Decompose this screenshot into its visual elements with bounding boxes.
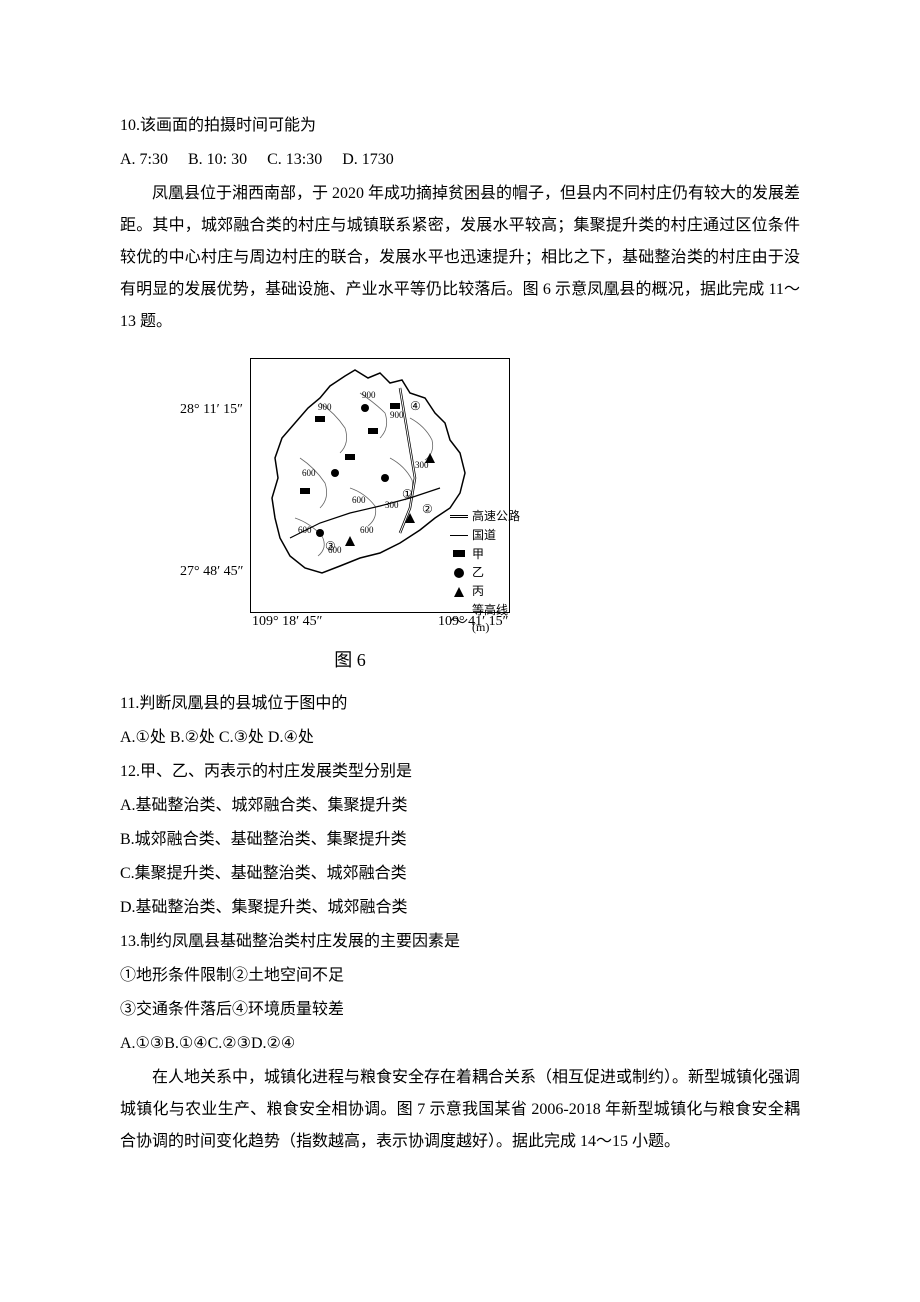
map-label-600c: 600	[298, 525, 312, 535]
q13-cond1: ①地形条件限制②土地空间不足	[120, 960, 800, 992]
yi-marker	[331, 469, 339, 477]
q12-opt-b: B.城郊融合类、基础整治类、集聚提升类	[120, 824, 800, 856]
jia-marker-2	[345, 454, 355, 460]
q13-options: A.①③B.①④C.②③D.②④	[120, 1028, 800, 1060]
map-label-300b: 300	[385, 500, 399, 510]
legend-yi-label: 乙	[472, 564, 484, 581]
legend-contour: 等高线(m)	[450, 602, 520, 636]
bing-marker-2	[345, 536, 355, 546]
map-label-900b: 900	[362, 390, 376, 400]
map-container: 28° 11′ 15″ 27° 48′ 45″ 109° 18′ 45″ 109…	[180, 358, 520, 638]
map-label-900c: 900	[390, 410, 404, 420]
yi-marker-3	[381, 474, 389, 482]
jia-marker-4	[368, 428, 378, 434]
circle-4: ④	[410, 399, 421, 413]
q12-stem: 12.甲、乙、丙表示的村庄发展类型分别是	[120, 756, 800, 788]
yi-marker-2	[361, 404, 369, 412]
legend-contour-label: 等高线(m)	[472, 602, 520, 636]
map-label-600e: 600	[360, 525, 374, 535]
county-boundary	[272, 370, 465, 573]
circle-1: ①	[402, 487, 413, 501]
figure6-caption: 图 6	[180, 642, 520, 678]
jia-marker	[315, 416, 325, 422]
q10-opt-c: C. 13:30	[267, 144, 322, 176]
legend-national: 国道	[450, 527, 520, 544]
q12-opt-d: D.基础整治类、集聚提升类、城郊融合类	[120, 892, 800, 924]
map-label-600b: 600	[352, 495, 366, 505]
q11-stem: 11.判断凤凰县的县城位于图中的	[120, 688, 800, 720]
q10-opt-d: D. 1730	[342, 144, 394, 176]
q10-opt-b: B. 10: 30	[188, 144, 247, 176]
circle-2: ②	[422, 502, 433, 516]
contour-5	[410, 418, 433, 460]
jia-marker-3	[300, 488, 310, 494]
legend-highway-label: 高速公路	[472, 508, 520, 525]
legend-bing-label: 丙	[472, 583, 484, 600]
map-legend: 高速公路 国道 甲 乙 丙 等高线(m)	[450, 508, 520, 638]
legend-bing: 丙	[450, 583, 520, 600]
q11-options: A.①处 B.②处 C.③处 D.④处	[120, 722, 800, 754]
map-label-900a: 900	[318, 402, 332, 412]
passage-q14-15: 在人地关系中，城镇化进程与粮食安全存在着耦合关系（相互促进或制约）。新型城镇化强…	[120, 1062, 800, 1158]
lat-bottom: 27° 48′ 45″	[180, 558, 244, 586]
contour-3	[300, 458, 327, 508]
legend-yi: 乙	[450, 564, 520, 581]
q13-cond2: ③交通条件落后④环境质量较差	[120, 994, 800, 1026]
q13-stem: 13.制约凤凰县基础整治类村庄发展的主要因素是	[120, 926, 800, 958]
jia-marker-5	[390, 403, 400, 409]
legend-highway: 高速公路	[450, 508, 520, 525]
figure-6: 28° 11′ 15″ 27° 48′ 45″ 109° 18′ 45″ 109…	[120, 358, 800, 678]
circle-3: ③	[325, 539, 336, 553]
map-label-600a: 600	[302, 468, 316, 478]
q10-opt-a: A. 7:30	[120, 144, 168, 176]
q10-options: A. 7:30 B. 10: 30 C. 13:30 D. 1730	[120, 144, 800, 176]
yi-marker-4	[316, 529, 324, 537]
contour-6	[350, 488, 376, 526]
legend-national-label: 国道	[472, 527, 496, 544]
q12-opt-c: C.集聚提升类、基础整治类、城郊融合类	[120, 858, 800, 890]
map-label-300a: 300	[415, 460, 429, 470]
q12-opt-a: A.基础整治类、城郊融合类、集聚提升类	[120, 790, 800, 822]
lat-top: 28° 11′ 15″	[180, 396, 243, 424]
legend-jia: 甲	[450, 546, 520, 563]
passage-q11-13: 凤凰县位于湘西南部，于 2020 年成功摘掉贫困县的帽子，但县内不同村庄仍有较大…	[120, 178, 800, 338]
legend-jia-label: 甲	[472, 546, 484, 563]
q10-stem: 10.该画面的拍摄时间可能为	[120, 110, 800, 142]
